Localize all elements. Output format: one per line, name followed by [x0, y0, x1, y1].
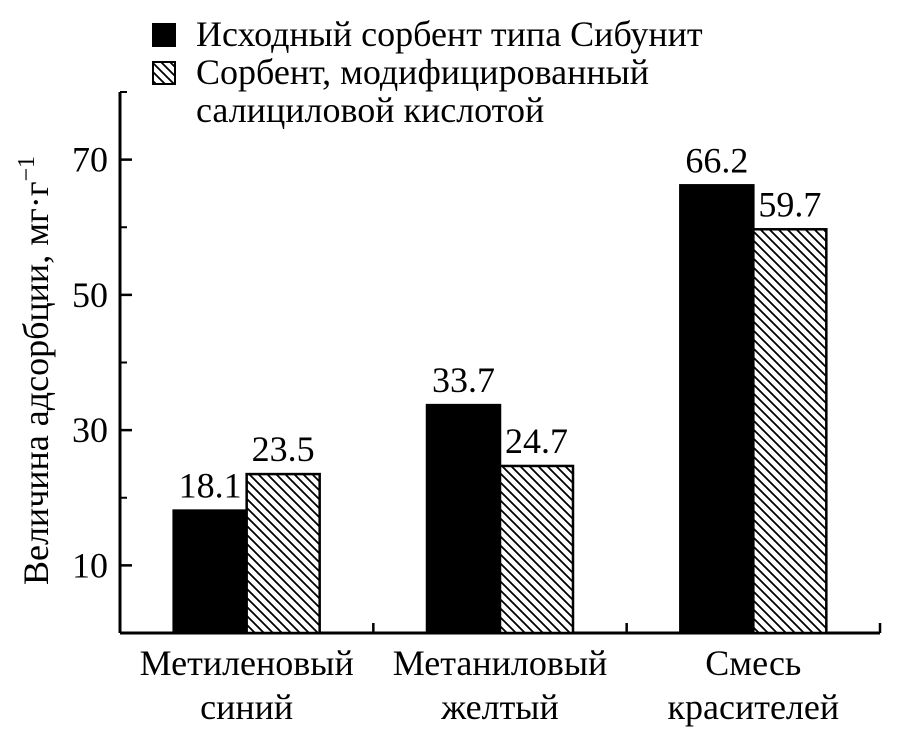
axes: 10 30 50 70 Величина адсорбции, мг·г−1 — [14, 91, 882, 635]
y-tick-label: 70 — [72, 140, 108, 180]
y-axis-title: Величина адсорбции, мг·г−1 — [14, 156, 56, 585]
data-label: 18.1 — [179, 466, 242, 506]
legend-entry-label: Исходный сорбент типа Сибунит — [196, 14, 703, 54]
data-label: 66.2 — [685, 140, 748, 180]
x-category-label: синий — [200, 687, 293, 727]
legend-swatch — [152, 61, 176, 85]
bar-series1-cat1 — [172, 509, 248, 635]
legend-entry-label: салициловой кислотой — [196, 90, 544, 130]
bar-series1-cat3 — [679, 184, 755, 635]
data-label: 33.7 — [432, 360, 495, 400]
x-category-label: Метиленовый — [140, 643, 354, 683]
y-tick-label: 30 — [72, 410, 108, 450]
legend-entry-label: Сорбент, модифицированный — [196, 52, 649, 92]
y-tick-label: 10 — [72, 545, 108, 585]
data-label: 23.5 — [252, 429, 315, 469]
x-category-label: Смесь — [705, 643, 801, 683]
bar-series2-cat3 — [752, 228, 828, 635]
x-category-label: Метаниловый — [393, 643, 608, 683]
bar-series2-cat2 — [498, 464, 575, 635]
data-label: 59.7 — [758, 184, 821, 224]
x-category-label: желтый — [440, 687, 559, 727]
bars — [172, 184, 828, 635]
bar-series2-cat1 — [245, 472, 321, 635]
x-category-label: красителей — [668, 687, 840, 727]
bar-series1-cat2 — [425, 403, 502, 635]
y-tick-label: 50 — [72, 275, 108, 315]
legend-swatch — [152, 23, 176, 47]
data-label: 24.7 — [505, 421, 568, 461]
